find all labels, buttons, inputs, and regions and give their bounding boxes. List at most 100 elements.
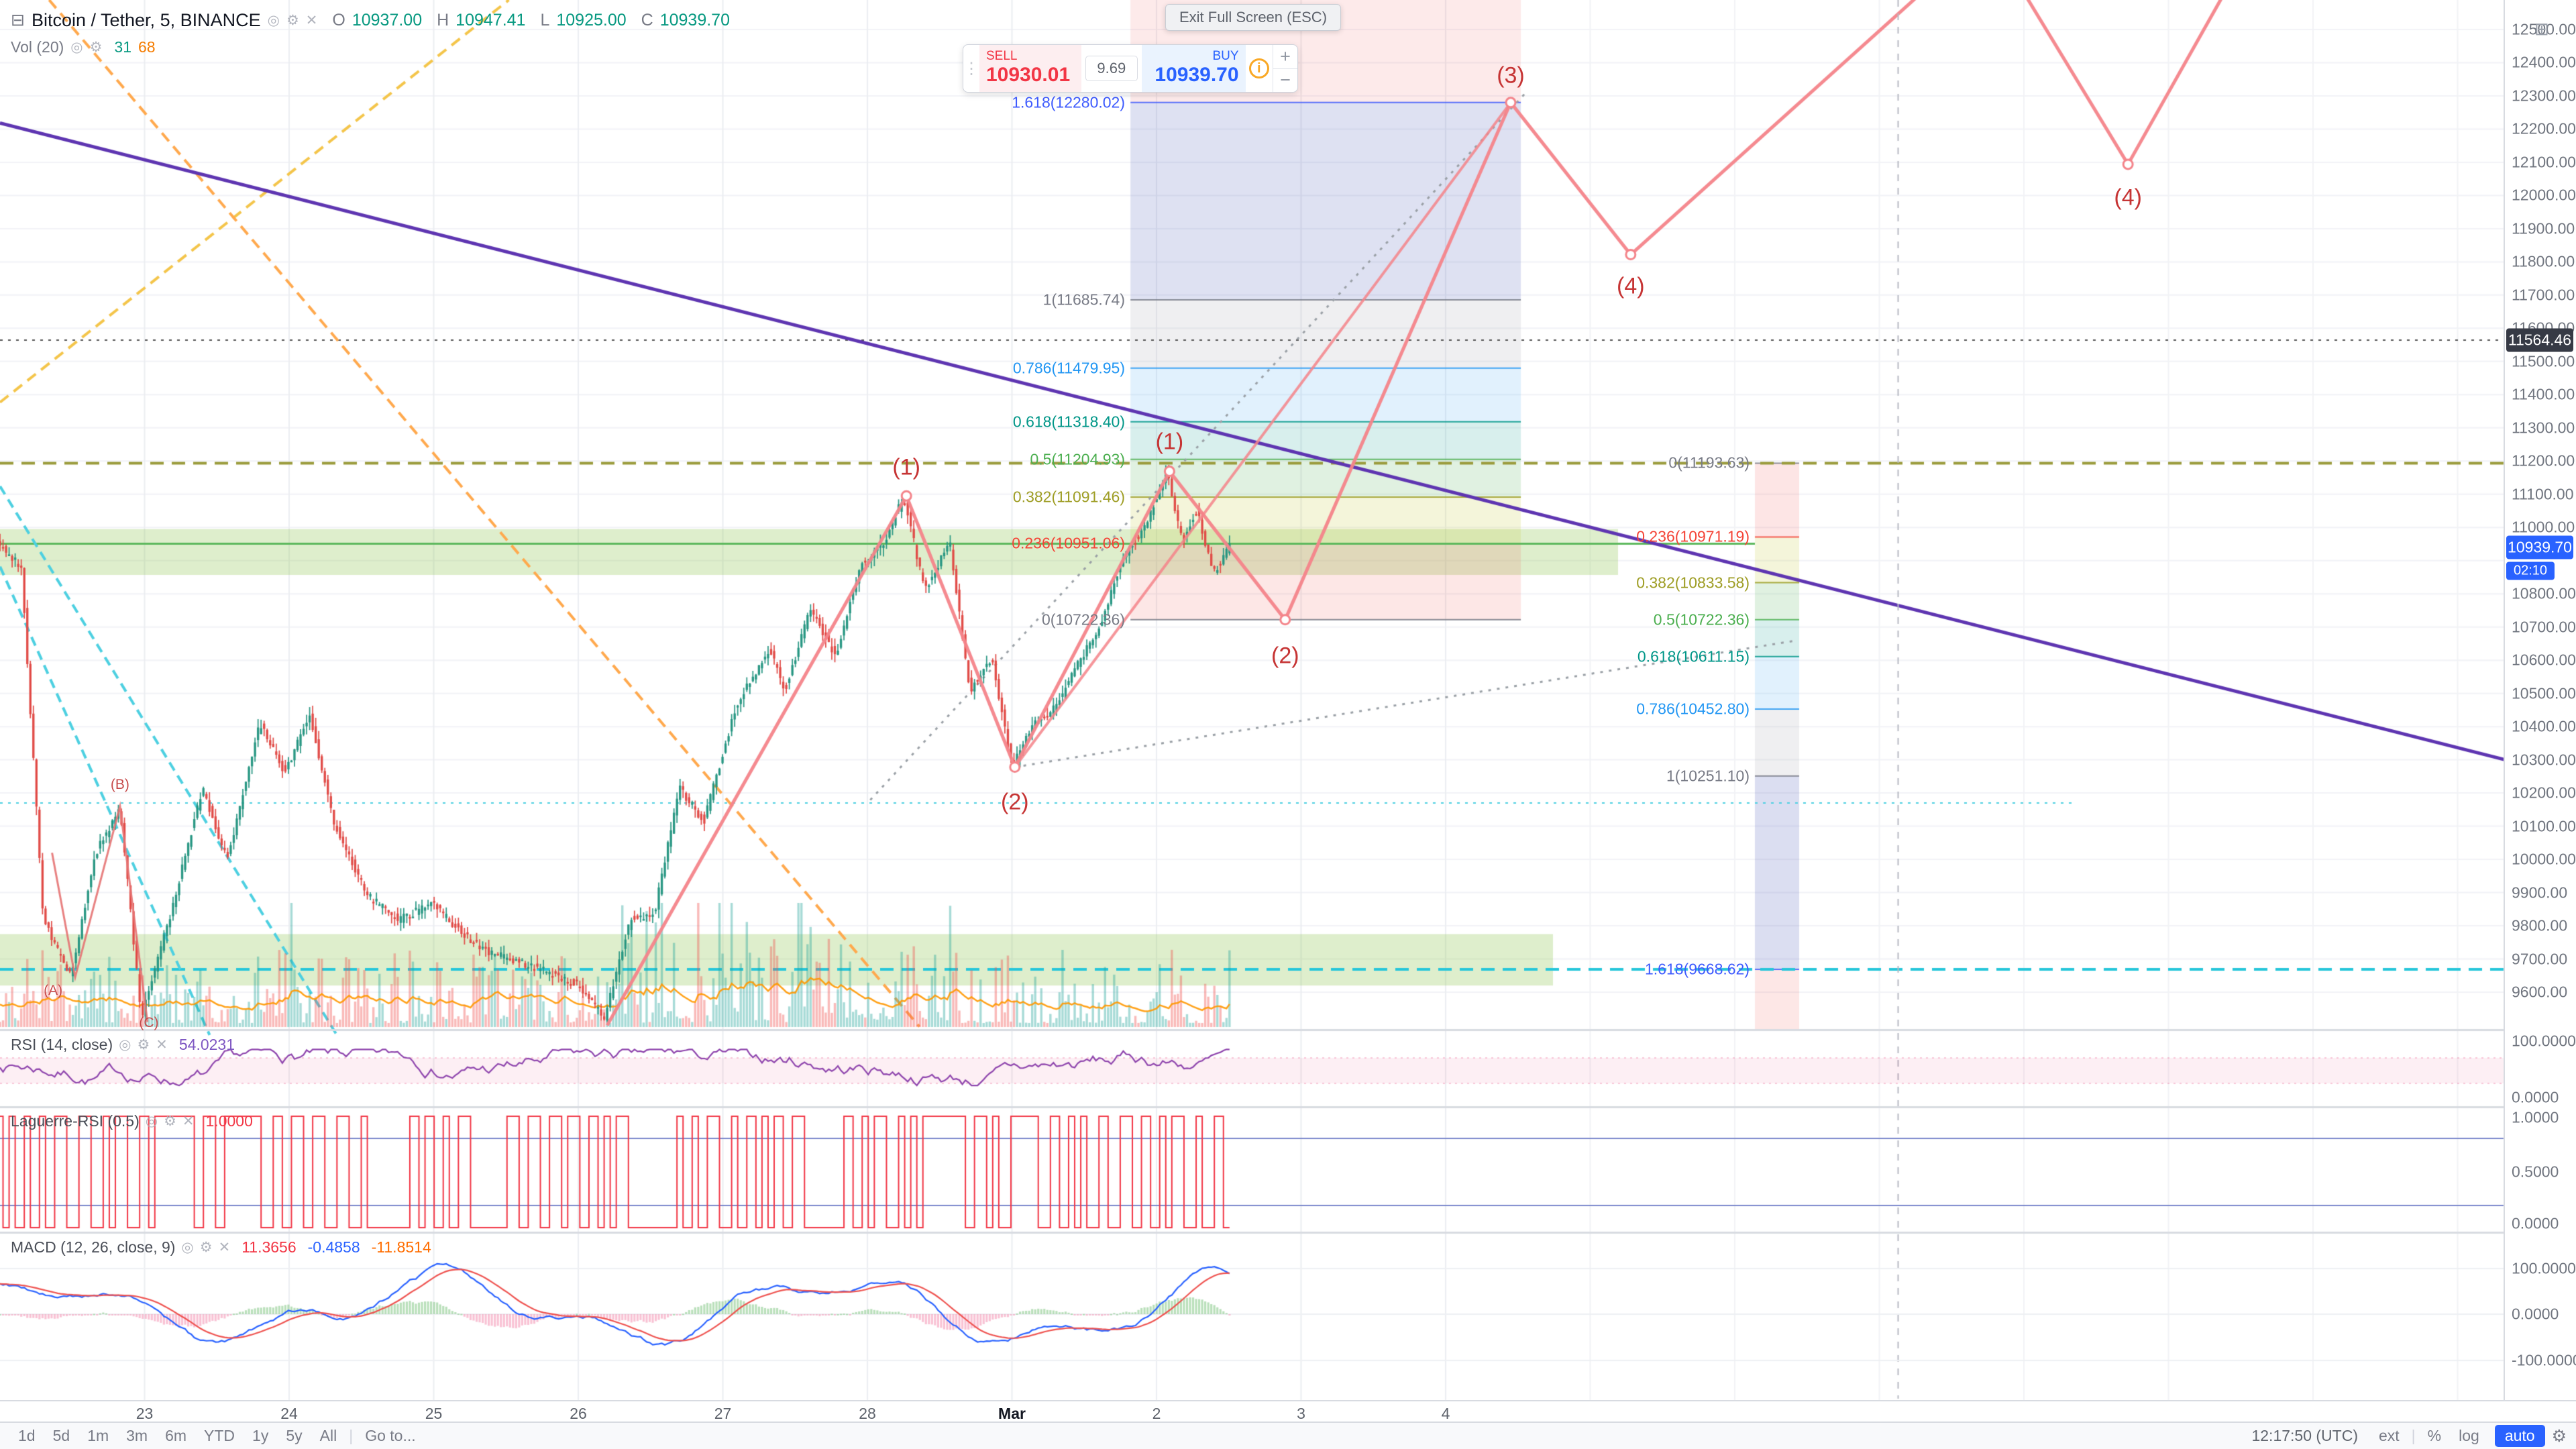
price-tick[interactable]: 10300.00 bbox=[2512, 751, 2576, 769]
price-tick[interactable]: 12300.00 bbox=[2512, 87, 2576, 105]
price-tick[interactable]: 11500.00 bbox=[2512, 352, 2575, 370]
price-tick[interactable]: 11700.00 bbox=[2512, 286, 2575, 304]
gear-icon[interactable]: ⚙ bbox=[286, 12, 299, 28]
buy-button[interactable]: BUY 10939.70 bbox=[1141, 45, 1246, 92]
price-tick[interactable]: 9900.00 bbox=[2512, 883, 2568, 902]
time-tick[interactable]: Mar bbox=[998, 1405, 1026, 1422]
time-tick[interactable]: 26 bbox=[570, 1405, 587, 1422]
indicator-tick[interactable]: 100.0000 bbox=[2512, 1259, 2576, 1277]
time-tick[interactable]: 4 bbox=[1441, 1405, 1450, 1422]
gear-icon[interactable]: ⚙ bbox=[199, 1240, 213, 1255]
symbol-title[interactable]: Bitcoin / Tether, 5, BINANCE bbox=[31, 9, 261, 30]
eye-icon[interactable]: ◎ bbox=[267, 12, 280, 28]
range-button-1m[interactable]: 1m bbox=[87, 1427, 109, 1444]
close-icon[interactable]: ✕ bbox=[305, 12, 318, 28]
range-button-3m[interactable]: 3m bbox=[126, 1427, 148, 1444]
macd-title[interactable]: MACD (12, 26, close, 9) bbox=[11, 1238, 176, 1256]
percent-scale-toggle[interactable]: % bbox=[2427, 1427, 2442, 1444]
range-button-6m[interactable]: 6m bbox=[165, 1427, 187, 1444]
price-tick[interactable]: 9700.00 bbox=[2512, 950, 2568, 968]
rsi-title[interactable]: RSI (14, close) bbox=[11, 1036, 113, 1053]
price-tick[interactable]: 9600.00 bbox=[2512, 983, 2568, 1001]
time-axis[interactable]: 23 24 25 26 27 28 Mar 2 3 4 bbox=[0, 1400, 2576, 1422]
auto-scale-toggle[interactable]: auto bbox=[2494, 1425, 2545, 1447]
time-tick[interactable]: 24 bbox=[280, 1405, 298, 1422]
price-tick[interactable]: 10700.00 bbox=[2512, 618, 2576, 636]
price-tick[interactable]: 10400.00 bbox=[2512, 717, 2576, 735]
price-tick[interactable]: 10000.00 bbox=[2512, 850, 2576, 868]
close-icon[interactable]: ✕ bbox=[156, 1037, 168, 1053]
volume-study-label[interactable]: Vol (20) bbox=[11, 38, 64, 56]
price-tick[interactable]: 12400.00 bbox=[2512, 53, 2576, 71]
range-button-1d[interactable]: 1d bbox=[18, 1427, 36, 1444]
eye-icon[interactable]: ◎ bbox=[119, 1037, 131, 1053]
elliott-wave-label[interactable]: (3) bbox=[1497, 62, 1525, 89]
price-tick[interactable]: 9800.00 bbox=[2512, 916, 2568, 934]
time-tick[interactable]: 25 bbox=[425, 1405, 443, 1422]
close-icon[interactable]: ✕ bbox=[218, 1240, 231, 1255]
time-tick[interactable]: 23 bbox=[136, 1405, 154, 1422]
range-button-all[interactable]: All bbox=[319, 1427, 337, 1444]
price-tick[interactable]: 10500.00 bbox=[2512, 684, 2576, 702]
laguerre-title[interactable]: Laguerre-RSI (0.5) bbox=[11, 1112, 140, 1130]
indicator-tick[interactable]: 1.0000 bbox=[2512, 1108, 2559, 1126]
indicator-tick[interactable]: 0.0000 bbox=[2512, 1088, 2559, 1106]
eye-icon[interactable]: ◎ bbox=[181, 1240, 194, 1255]
indicator-tick[interactable]: 100.0000 bbox=[2512, 1032, 2576, 1050]
time-tick[interactable]: 2 bbox=[1152, 1405, 1161, 1422]
elliott-wave-label[interactable]: (2) bbox=[1271, 643, 1299, 669]
indicator-tick[interactable]: 0.0000 bbox=[2512, 1305, 2559, 1323]
eye-icon[interactable]: ◎ bbox=[145, 1114, 158, 1129]
price-tick[interactable]: 10800.00 bbox=[2512, 584, 2576, 602]
time-tick[interactable]: 28 bbox=[859, 1405, 876, 1422]
price-axis[interactable]: 12500.00 12400.00 12300.00 12200.00 12100.00… bbox=[2504, 0, 2576, 1400]
gear-icon[interactable]: ⚙ bbox=[164, 1114, 176, 1129]
symbol-menu-icon[interactable]: ⊟ bbox=[11, 11, 25, 30]
info-icon[interactable]: i bbox=[1248, 58, 1269, 78]
price-tick[interactable]: 11100.00 bbox=[2512, 485, 2574, 503]
sell-button[interactable]: SELL 10930.01 bbox=[979, 45, 1081, 92]
clock-utc[interactable]: 12:17:50 (UTC) bbox=[2251, 1427, 2358, 1444]
gear-icon[interactable]: ⚙ bbox=[2551, 1426, 2567, 1446]
price-tick[interactable]: 10100.00 bbox=[2512, 817, 2576, 835]
time-tick[interactable]: 27 bbox=[714, 1405, 732, 1422]
price-tick[interactable]: 11000.00 bbox=[2512, 518, 2575, 536]
price-tick[interactable]: 11900.00 bbox=[2512, 219, 2575, 237]
range-button-5y[interactable]: 5y bbox=[286, 1427, 303, 1444]
gear-icon[interactable]: ⚙ bbox=[137, 1037, 150, 1053]
gear-icon[interactable]: ⚙ bbox=[89, 39, 103, 55]
price-tick[interactable]: 12500.00 bbox=[2512, 20, 2576, 38]
eye-icon[interactable]: ◎ bbox=[70, 39, 83, 55]
price-tick[interactable]: 12200.00 bbox=[2512, 119, 2576, 138]
exit-fullscreen-tooltip[interactable]: Exit Full Screen (ESC) bbox=[1165, 4, 1342, 31]
abc-wave-label[interactable]: (B) bbox=[110, 776, 129, 792]
extended-hours-toggle[interactable]: ext bbox=[2378, 1427, 2400, 1444]
log-scale-toggle[interactable]: log bbox=[2459, 1427, 2479, 1444]
elliott-wave-label[interactable]: (4) bbox=[2114, 184, 2142, 211]
time-tick[interactable]: 3 bbox=[1297, 1405, 1305, 1422]
price-tick[interactable]: 10200.00 bbox=[2512, 784, 2576, 802]
minus-button[interactable]: − bbox=[1280, 70, 1291, 91]
abc-wave-label[interactable]: (A) bbox=[44, 982, 63, 998]
price-tick[interactable]: 12000.00 bbox=[2512, 186, 2576, 204]
price-tick[interactable]: 11300.00 bbox=[2512, 419, 2575, 437]
drag-handle-icon[interactable]: ⋮ bbox=[963, 59, 979, 78]
price-tick[interactable]: 10600.00 bbox=[2512, 651, 2576, 669]
elliott-wave-label[interactable]: (4) bbox=[1617, 273, 1645, 299]
indicator-tick[interactable]: 0.0000 bbox=[2512, 1214, 2559, 1232]
range-button-5d[interactable]: 5d bbox=[52, 1427, 70, 1444]
grid-settings-icon[interactable]: ⊞ bbox=[2534, 19, 2549, 39]
price-tick[interactable]: 11200.00 bbox=[2512, 451, 2575, 470]
elliott-wave-label[interactable]: (1) bbox=[1155, 429, 1184, 455]
goto-button[interactable]: Go to... bbox=[365, 1427, 416, 1444]
elliott-wave-label[interactable]: (1) bbox=[892, 454, 920, 480]
close-icon[interactable]: ✕ bbox=[182, 1114, 195, 1129]
plus-button[interactable]: + bbox=[1273, 45, 1297, 69]
price-tick[interactable]: 12100.00 bbox=[2512, 153, 2576, 171]
indicator-tick[interactable]: -100.0000 bbox=[2512, 1351, 2576, 1369]
price-tick[interactable]: 11800.00 bbox=[2512, 252, 2575, 270]
elliott-wave-label[interactable]: (2) bbox=[1001, 789, 1029, 814]
price-tick[interactable]: 11400.00 bbox=[2512, 385, 2575, 403]
range-button-1y[interactable]: 1y bbox=[252, 1427, 269, 1444]
